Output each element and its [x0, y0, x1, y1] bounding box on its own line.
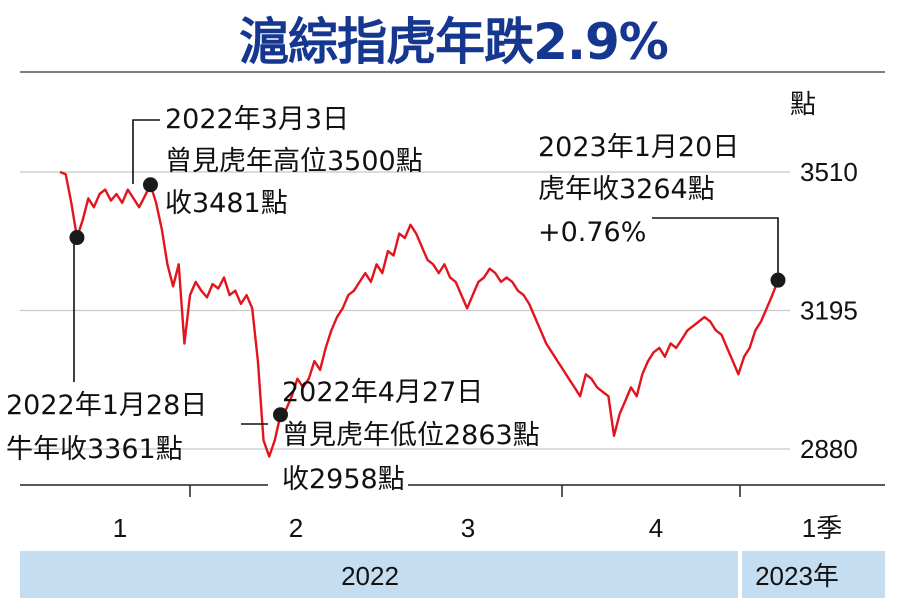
annotation-end-line2: 虎年收3264點 — [538, 174, 715, 205]
dot-end — [770, 272, 786, 288]
dot-high — [142, 177, 158, 193]
gridlines — [20, 171, 790, 450]
series-line — [59, 170, 780, 458]
annotation-low-line2: 曾見虎年低位2863點 — [282, 420, 540, 451]
year-label-2023: 2023年 — [755, 561, 839, 591]
y-axis-ticks: 3510 3195 2880 — [800, 157, 858, 464]
annotation-high-line1: 2022年3月3日 — [165, 104, 349, 135]
chart-title: 滬綜指虎年跌2.9% — [239, 13, 669, 71]
x-tick-label: 3 — [461, 513, 475, 543]
marker-dots — [69, 177, 786, 423]
y-axis-unit-label: 點 — [790, 89, 816, 119]
year-band-2022 — [20, 551, 738, 598]
dot-low — [272, 407, 288, 423]
annotation-high: 2022年3月3日 曾見虎年高位3500點 收3481點 — [165, 104, 423, 219]
annotation-high-line2: 曾見虎年高位3500點 — [165, 146, 423, 177]
y-tick-label: 2880 — [800, 434, 858, 464]
annotation-low-bg — [268, 470, 408, 498]
x-tick-label: 1季 — [802, 513, 842, 543]
year-label-2022: 2022 — [341, 561, 399, 591]
leader-line-end — [652, 217, 779, 276]
annotation-end: 2023年1月20日 虎年收3264點 +0.76% — [538, 132, 739, 248]
x-axis-ticks: 1 2 3 4 1季 — [113, 485, 842, 543]
y-tick-label: 3195 — [800, 296, 858, 326]
annotation-low: 2022年4月27日 曾見虎年低位2863點 收2958點 — [268, 377, 540, 498]
dot-jan28 — [69, 230, 85, 246]
x-tick-label: 1 — [113, 513, 127, 543]
annotation-jan28-line1: 2022年1月28日 — [6, 390, 207, 421]
year-band-2023 — [742, 551, 885, 598]
y-tick-label: 3510 — [800, 157, 858, 187]
annotation-high-line3: 收3481點 — [165, 188, 288, 219]
annotation-end-line3: +0.76% — [538, 217, 646, 248]
x-tick-label: 2 — [289, 513, 303, 543]
leader-lines — [73, 119, 779, 425]
annotation-end-line1: 2023年1月20日 — [538, 132, 739, 163]
annotation-jan28-line2: 牛年收3361點 — [6, 434, 183, 465]
annotation-jan28: 2022年1月28日 牛年收3361點 — [6, 390, 207, 465]
leader-line-high — [132, 119, 160, 184]
annotation-low-line1: 2022年4月27日 — [282, 377, 483, 408]
x-tick-label: 4 — [649, 513, 663, 543]
annotation-low-line3: 收2958點 — [282, 464, 405, 495]
